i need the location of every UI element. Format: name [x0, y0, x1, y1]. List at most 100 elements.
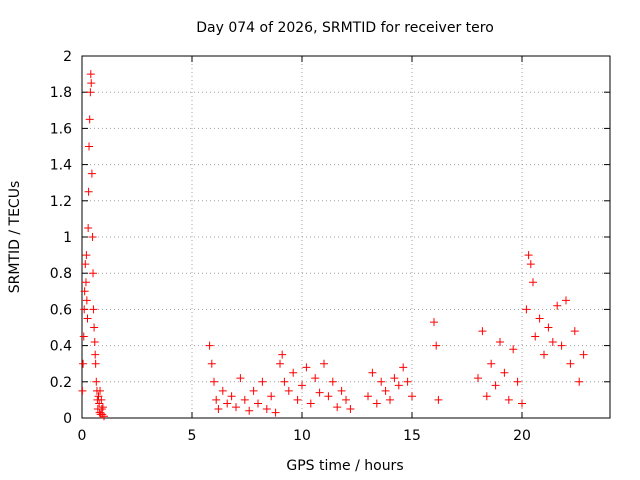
x-tick-label: 15	[403, 428, 421, 444]
y-axis-label: SRMTID / TECUs	[7, 181, 23, 294]
data-point	[529, 278, 537, 287]
data-point	[278, 350, 287, 359]
data-point	[377, 377, 386, 386]
data-point	[84, 223, 93, 232]
data-point	[267, 392, 276, 401]
data-point	[518, 399, 526, 408]
y-tick-label: 2	[63, 49, 72, 65]
data-point	[531, 332, 540, 341]
data-point	[570, 327, 579, 336]
data-point	[80, 287, 89, 296]
data-point	[372, 399, 381, 408]
data-point	[100, 412, 108, 421]
x-tick-label: 5	[188, 428, 197, 444]
x-tick-label: 20	[513, 428, 531, 444]
data-point	[333, 403, 342, 412]
y-tick-label: 1	[63, 230, 72, 246]
data-point	[557, 341, 566, 350]
data-point	[88, 233, 97, 241]
data-point	[562, 296, 570, 305]
data-point	[432, 341, 441, 350]
data-point	[386, 395, 394, 404]
x-axis-tick-labels: 0 5 10 15 20	[78, 428, 531, 444]
data-point	[524, 251, 533, 260]
data-point	[320, 359, 328, 368]
data-point	[342, 395, 350, 404]
data-point	[487, 359, 496, 368]
data-point	[293, 395, 302, 404]
data-point	[84, 187, 93, 196]
y-tick-label: 0	[63, 411, 72, 427]
data-point	[245, 406, 254, 415]
data-point	[87, 79, 96, 88]
data-point	[540, 350, 548, 359]
data-point	[83, 314, 92, 323]
data-point	[98, 410, 107, 419]
data-point	[298, 381, 306, 390]
data-point	[81, 278, 90, 287]
chart-title: Day 074 of 2026, SRMTID for receiver ter…	[196, 20, 494, 36]
data-point	[302, 363, 311, 372]
data-point	[232, 403, 240, 412]
data-point	[218, 386, 227, 395]
data-point	[89, 305, 98, 314]
data-point	[390, 374, 399, 383]
data-point	[526, 260, 535, 269]
data-point	[394, 381, 403, 390]
y-tick-label: 0.8	[50, 266, 72, 282]
data-point	[289, 368, 298, 377]
data-point	[491, 381, 500, 390]
data-point	[90, 323, 99, 332]
data-point	[496, 337, 504, 346]
y-tick-label: 1.2	[50, 194, 72, 210]
data-point	[324, 392, 333, 401]
data-point	[346, 404, 355, 413]
data-point	[509, 345, 518, 354]
data-point	[89, 269, 97, 278]
data-point	[91, 350, 100, 359]
data-point	[500, 368, 509, 377]
data-point	[96, 386, 105, 395]
data-point	[92, 377, 101, 386]
data-point	[87, 169, 96, 178]
data-point	[78, 386, 87, 395]
data-point	[553, 301, 562, 310]
data-point	[210, 377, 218, 386]
y-tick-label: 0.2	[50, 375, 72, 391]
data-point	[478, 327, 487, 336]
data-point	[214, 404, 223, 413]
x-tick-label: 0	[78, 428, 87, 444]
data-point	[535, 314, 544, 323]
data-point	[240, 395, 249, 404]
data-point	[258, 377, 267, 386]
data-point	[474, 374, 482, 383]
grid-lines	[82, 56, 610, 418]
data-point	[430, 318, 438, 327]
data-point	[337, 386, 346, 395]
data-point	[315, 388, 324, 397]
data-point	[566, 359, 575, 368]
data-point	[81, 260, 90, 269]
data-point	[82, 251, 91, 260]
data-point	[280, 377, 289, 386]
data-point	[381, 386, 390, 395]
data-point	[212, 395, 221, 404]
y-tick-label: 1.6	[50, 121, 72, 137]
data-point	[276, 359, 284, 368]
y-tick-label: 0.6	[50, 302, 72, 318]
x-tick-label: 10	[293, 428, 311, 444]
data-point	[544, 323, 553, 332]
y-tick-label: 0.4	[50, 339, 72, 355]
y-axis-tick-labels: 0 0.2 0.4 0.6 0.8 1 1.2 1.4 1.6 1.8 2	[50, 49, 72, 427]
data-point	[254, 399, 262, 408]
data-point	[207, 359, 216, 368]
data-point	[328, 377, 337, 386]
data-point	[504, 395, 513, 404]
data-point	[403, 377, 412, 386]
data-point	[82, 296, 91, 305]
data-point	[97, 395, 106, 404]
data-point	[575, 377, 584, 386]
data-point	[86, 70, 95, 79]
axis-ticks	[81, 55, 610, 419]
